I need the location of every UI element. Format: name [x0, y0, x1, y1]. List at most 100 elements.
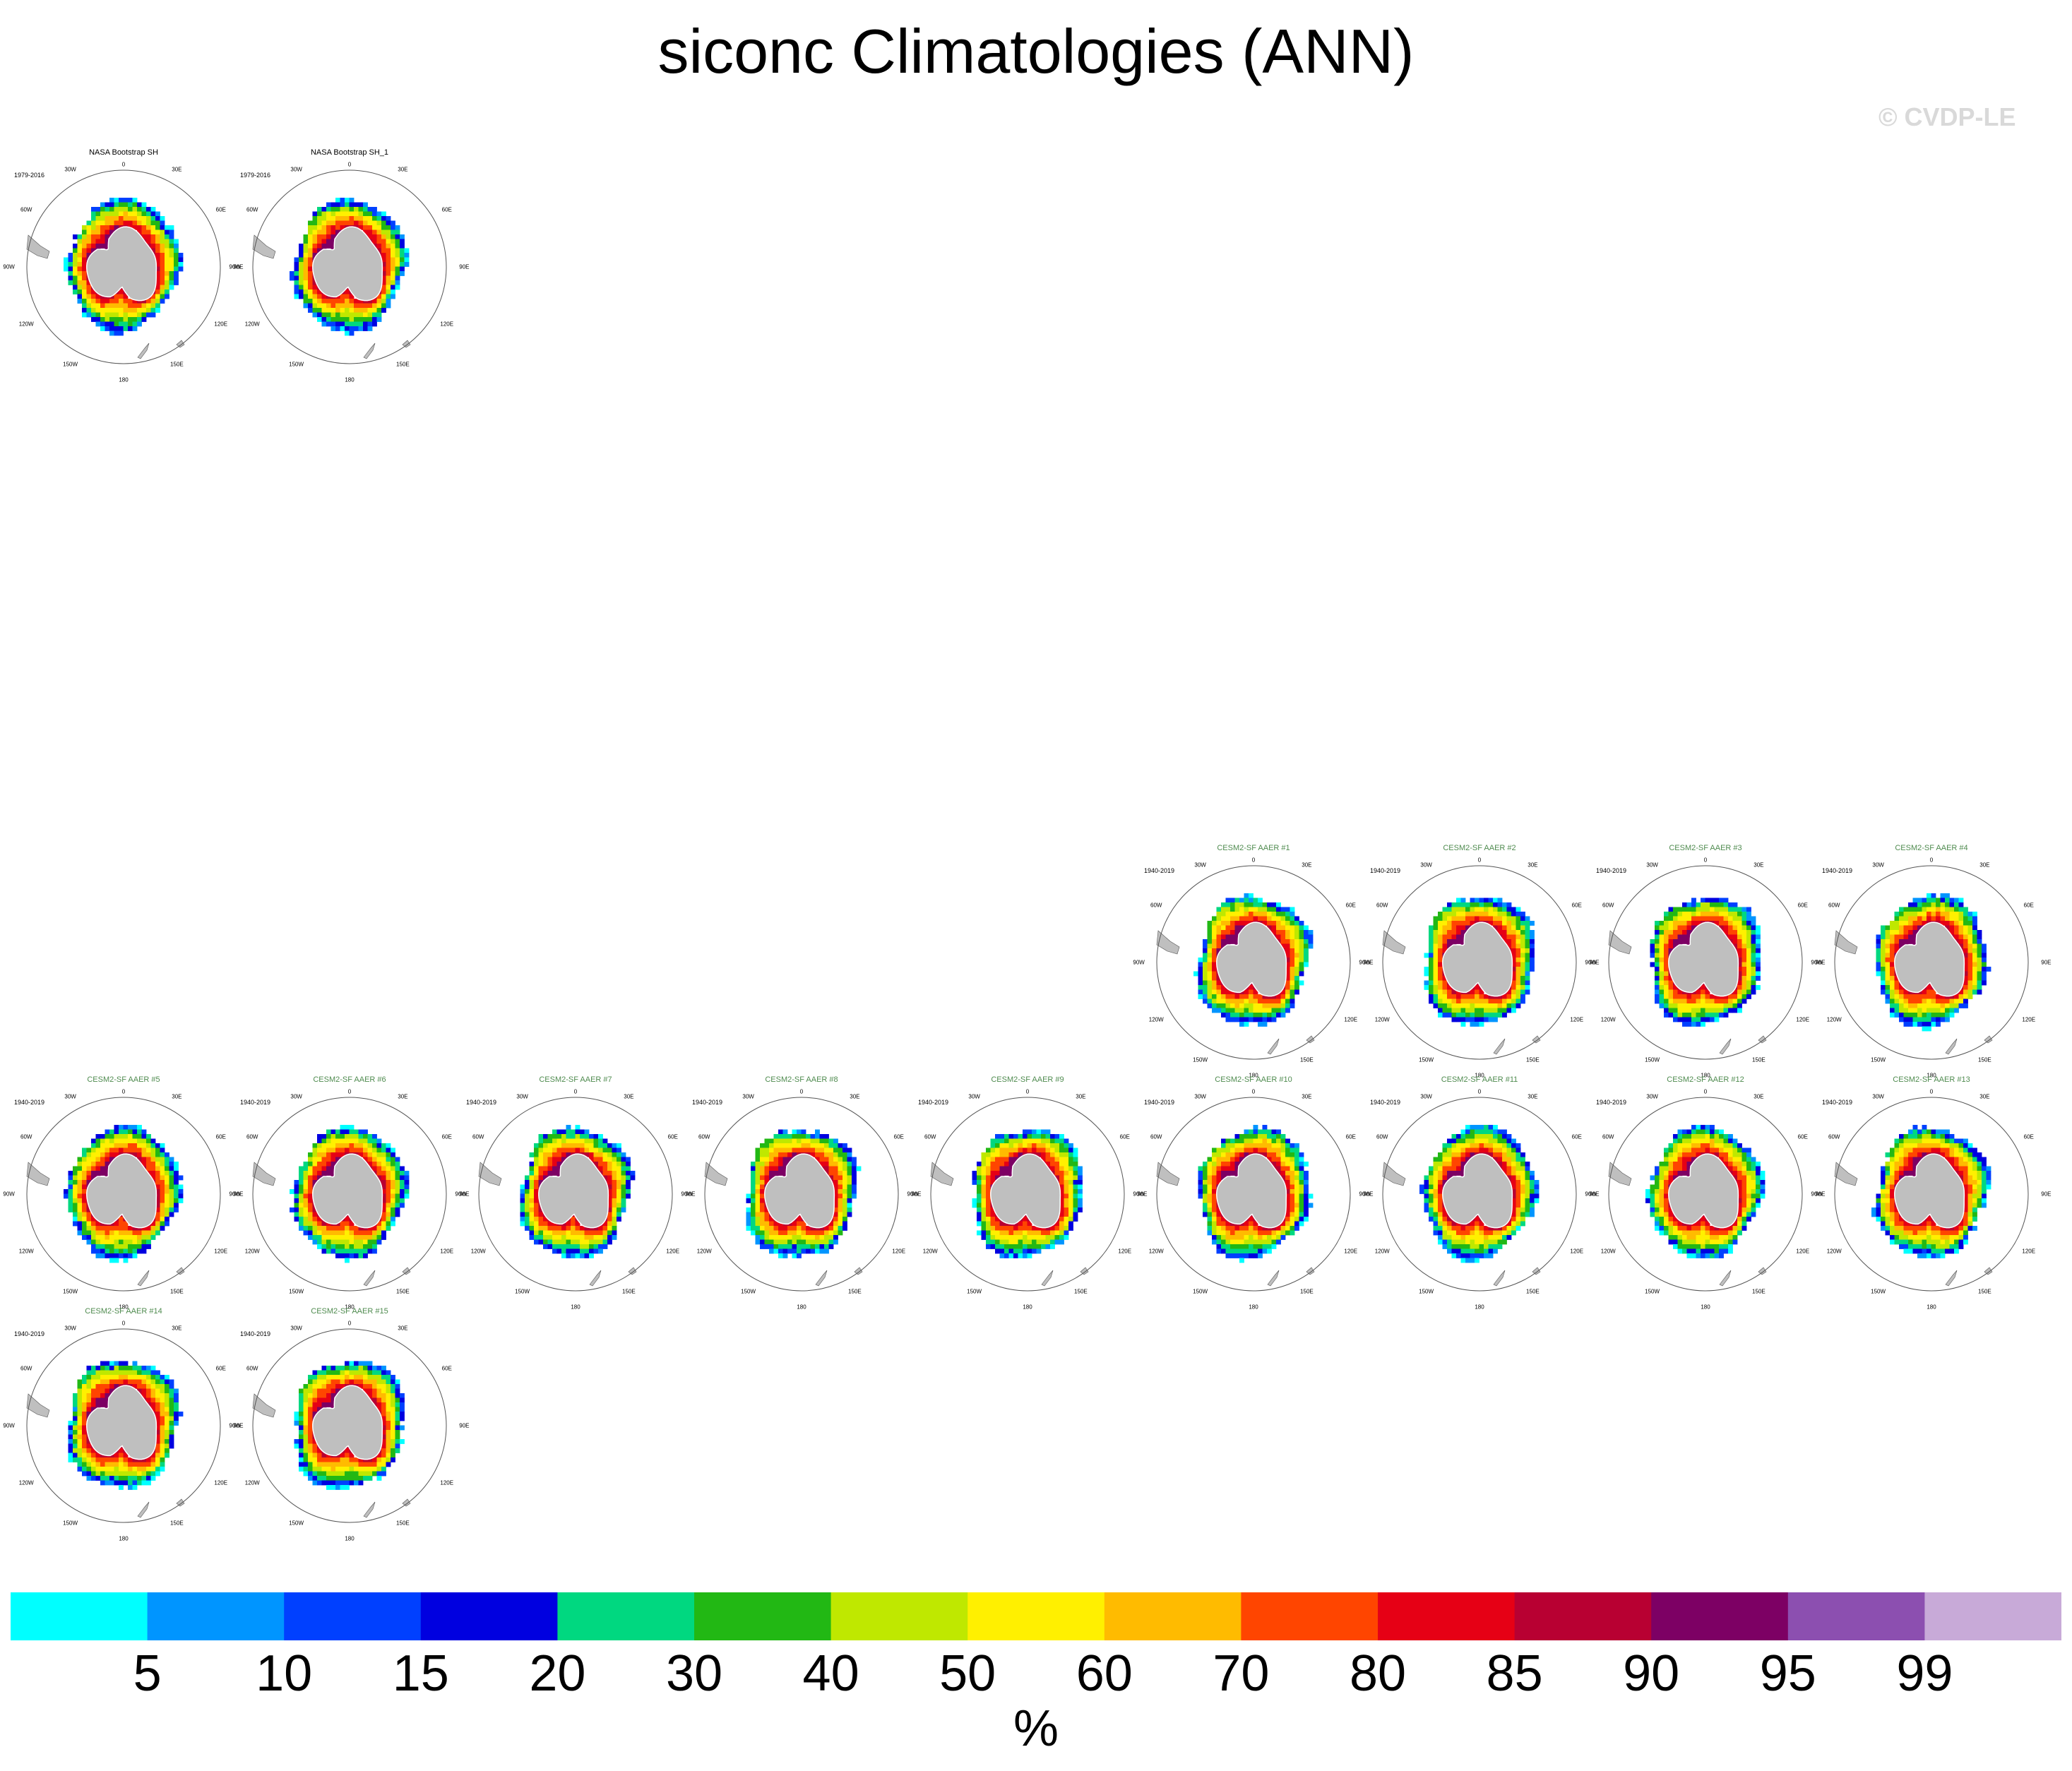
map-panel: CESM2-SF AAER #8 1940-2019 0 30E 60E 90E 120E 1… — [681, 1075, 921, 1310]
colorbar-swatch — [1651, 1592, 1789, 1640]
colorbar-tick-label: 5 — [133, 1645, 162, 1702]
longitude-label: 30W — [742, 1093, 754, 1100]
antarctica-landmass — [1216, 922, 1287, 997]
longitude-label: 60W — [20, 206, 32, 213]
colorbar-swatch — [11, 1592, 148, 1640]
longitude-label: 120W — [1148, 1016, 1164, 1023]
longitude-label: 30W — [64, 1093, 76, 1100]
longitude-label: 60E — [2023, 902, 2034, 909]
south-america-landmass — [704, 1162, 728, 1186]
longitude-label: 120E — [892, 1248, 906, 1255]
colorbar-tick-label: 15 — [392, 1645, 449, 1702]
longitude-label: 60W — [1376, 1133, 1388, 1140]
longitude-label: 0 — [347, 1320, 352, 1327]
panel-title: CESM2-SF AAER #15 — [311, 1307, 388, 1316]
longitude-label: 60E — [215, 1133, 226, 1140]
longitude-label: 150W — [1645, 1288, 1660, 1295]
map-panel: CESM2-SF AAER #5 1940-2019 0 30E 60E 90E 120E 1… — [3, 1075, 243, 1310]
south-america-landmass — [1834, 930, 1858, 955]
colorbar-swatch — [284, 1592, 422, 1640]
colorbar-swatch — [1924, 1592, 2061, 1640]
south-america-landmass — [930, 1162, 954, 1186]
longitude-label: 180 — [1475, 1072, 1484, 1078]
longitude-label: 150E — [622, 1288, 636, 1295]
longitude-label: 150E — [1752, 1056, 1766, 1063]
colorbar-swatch — [1241, 1592, 1379, 1640]
longitude-label: 0 — [1929, 857, 1934, 864]
panel-years: 1940-2019 — [1822, 1099, 1853, 1106]
longitude-label: 0 — [573, 1088, 578, 1095]
panel-title: CESM2-SF AAER #11 — [1441, 1075, 1518, 1084]
polar-map — [26, 1328, 221, 1523]
antarctica-landmass — [1442, 922, 1513, 997]
longitude-label: 180 — [345, 1535, 355, 1542]
longitude-label: 30E — [172, 1325, 182, 1332]
sea-ice-field — [1424, 898, 1535, 1027]
colorbar-tick-label: 70 — [1213, 1645, 1270, 1702]
map-panel: CESM2-SF AAER #2 1940-2019 0 30E 60E 90E 120E 1… — [1359, 844, 1599, 1078]
longitude-label: 30E — [624, 1093, 634, 1100]
antarctica-landmass — [1894, 1153, 1965, 1229]
panel-years: 1940-2019 — [918, 1099, 949, 1106]
longitude-label: 60W — [698, 1133, 710, 1140]
longitude-label: 150E — [396, 1288, 410, 1295]
panel-title: CESM2-SF AAER #9 — [991, 1075, 1064, 1084]
longitude-label: 150W — [741, 1288, 756, 1295]
longitude-label: 30W — [290, 1093, 302, 1100]
longitude-label: 60W — [1828, 1133, 1840, 1140]
longitude-label: 120E — [214, 321, 228, 328]
south-america-landmass — [478, 1162, 502, 1186]
panel-title: CESM2-SF AAER #6 — [313, 1075, 386, 1084]
longitude-label: 60W — [20, 1133, 32, 1140]
longitude-label: 60E — [441, 1133, 452, 1140]
polar-map — [26, 1097, 221, 1292]
colorbar-tick-label: 40 — [802, 1645, 859, 1702]
longitude-label: 30E — [1754, 1093, 1764, 1100]
south-america-landmass — [1382, 1162, 1406, 1186]
longitude-label: 60W — [1376, 902, 1388, 909]
longitude-label: 90W — [229, 263, 241, 270]
sea-ice-field — [1876, 893, 1991, 1032]
panel-years: 1940-2019 — [1370, 1099, 1401, 1106]
map-boundary — [930, 1097, 1125, 1292]
longitude-label: 30E — [1302, 1093, 1312, 1100]
longitude-label: 0 — [1703, 857, 1708, 864]
longitude-label: 90E — [1815, 959, 1826, 966]
longitude-label: 120W — [244, 1248, 260, 1255]
panel-years: 1979-2016 — [240, 172, 271, 179]
panel-title: CESM2-SF AAER #12 — [1667, 1075, 1744, 1084]
south-america-landmass — [26, 1393, 50, 1418]
panel-title: NASA Bootstrap SH_1 — [310, 148, 389, 157]
longitude-label: 180 — [345, 376, 355, 383]
colorbar-swatch — [1378, 1592, 1516, 1640]
longitude-label: 180 — [1701, 1304, 1710, 1310]
longitude-label: 150E — [848, 1288, 862, 1295]
longitude-label: 120E — [2022, 1016, 2036, 1023]
panel-title: CESM2-SF AAER #7 — [539, 1075, 612, 1084]
longitude-label: 60E — [1797, 902, 1808, 909]
longitude-label: 30W — [1420, 861, 1432, 869]
map-boundary — [252, 169, 447, 364]
longitude-label: 150E — [1526, 1288, 1540, 1295]
longitude-label: 90E — [459, 263, 470, 270]
longitude-label: 180 — [119, 1535, 129, 1542]
longitude-label: 120E — [440, 1479, 454, 1486]
longitude-label: 90W — [1811, 959, 1823, 966]
antarctica-landmass — [1216, 1153, 1287, 1229]
longitude-label: 150E — [170, 361, 184, 368]
polar-map — [1608, 1097, 1803, 1292]
longitude-label: 30E — [1979, 861, 1990, 869]
longitude-label: 120W — [1374, 1248, 1390, 1255]
map-boundary — [1382, 865, 1577, 1060]
longitude-label: 0 — [1929, 1088, 1934, 1095]
longitude-label: 60E — [215, 1365, 226, 1372]
panel-title: NASA Bootstrap SH — [89, 148, 158, 157]
panel-title: CESM2-SF AAER #13 — [1893, 1075, 1970, 1084]
map-panel: NASA Bootstrap SH 1979-2016 0 30E 60E 90E 120E… — [3, 148, 243, 383]
longitude-label: 90E — [1363, 1191, 1374, 1198]
longitude-label: 90W — [1811, 1191, 1823, 1198]
colorbar-swatch — [694, 1592, 832, 1640]
panel-years: 1940-2019 — [240, 1330, 271, 1337]
south-america-landmass — [26, 234, 50, 259]
longitude-label: 180 — [1249, 1072, 1258, 1078]
